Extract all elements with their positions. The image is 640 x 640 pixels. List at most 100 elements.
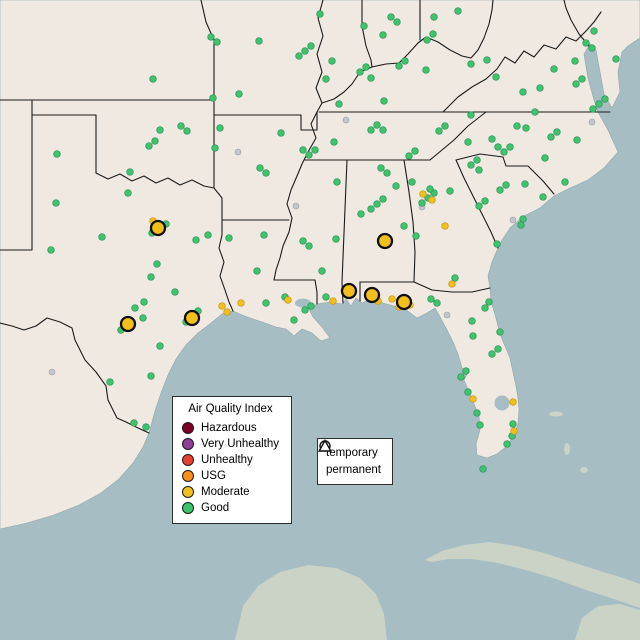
monitor-dot-good xyxy=(521,180,529,188)
monitor-dot-good xyxy=(494,345,502,353)
monitor-dot-good xyxy=(106,378,114,386)
marker-shape-legend: temporary permanent xyxy=(317,438,393,485)
monitor-dot-inactive xyxy=(342,116,350,124)
monitor-dot-good xyxy=(553,128,561,136)
aqi-color-dot xyxy=(182,470,194,482)
monitor-dot-moderate xyxy=(223,308,231,316)
monitor-dot-good xyxy=(367,205,375,213)
monitor-dot-moderate xyxy=(237,299,245,307)
monitor-dot-good xyxy=(211,144,219,152)
monitor-dot-good xyxy=(140,298,148,306)
monitor-dot-good xyxy=(177,122,185,130)
monitor-dot-moderate-temporary xyxy=(119,315,137,333)
lake-pontchartrain xyxy=(295,298,311,308)
monitor-dot-good xyxy=(147,273,155,281)
monitor-dot-good xyxy=(423,36,431,44)
monitor-dot-good xyxy=(256,164,264,172)
cuba-corner-land xyxy=(575,604,640,640)
monitor-dot-good xyxy=(500,148,508,156)
monitor-dot-good xyxy=(333,178,341,186)
monitor-dot-good xyxy=(53,150,61,158)
monitor-dot-good xyxy=(139,314,147,322)
monitor-dot-good xyxy=(550,65,558,73)
monitor-dot-good xyxy=(519,215,527,223)
monitor-dot-moderate xyxy=(419,190,427,198)
aqi-legend-item: USG xyxy=(182,468,279,484)
monitor-dot-good xyxy=(519,88,527,96)
monitor-dot-good xyxy=(307,302,315,310)
monitor-dot-good xyxy=(171,288,179,296)
monitor-dot-good xyxy=(362,63,370,71)
monitor-dot-good xyxy=(357,210,365,218)
monitor-dot-moderate xyxy=(388,295,396,303)
monitor-dot-good xyxy=(400,222,408,230)
monitor-dot-moderate xyxy=(448,280,456,288)
monitor-dot-good xyxy=(485,298,493,306)
monitor-dot-moderate xyxy=(441,222,449,230)
monitor-dot-good xyxy=(131,304,139,312)
monitor-dot-moderate-temporary xyxy=(183,309,201,327)
monitor-dot-good xyxy=(539,193,547,201)
monitor-dot-good xyxy=(307,42,315,50)
monitor-dot-good xyxy=(367,126,375,134)
monitor-dot-moderate xyxy=(218,302,226,310)
monitor-dot-good xyxy=(330,138,338,146)
aqi-color-dot xyxy=(182,438,194,450)
monitor-dot-good xyxy=(422,66,430,74)
monitor-dot-good xyxy=(301,47,309,55)
monitor-dot-moderate-temporary xyxy=(149,219,167,237)
monitor-dot-good xyxy=(311,146,319,154)
monitor-dot-good xyxy=(473,409,481,417)
monitor-dot-good xyxy=(124,189,132,197)
monitor-dot-good xyxy=(156,342,164,350)
aqi-color-dot xyxy=(182,486,194,498)
monitor-dot-good xyxy=(393,18,401,26)
monitor-dot-good xyxy=(213,38,221,46)
monitor-dot-inactive xyxy=(292,202,300,210)
monitor-dot-good xyxy=(426,185,434,193)
monitor-dot-good xyxy=(467,111,475,119)
monitor-dot-good xyxy=(492,73,500,81)
monitor-dot-good xyxy=(488,350,496,358)
monitor-dot-good xyxy=(467,60,475,68)
monitor-dot-good xyxy=(98,233,106,241)
aqi-legend-item: Hazardous xyxy=(182,420,279,436)
legend-item-permanent: permanent xyxy=(318,439,381,478)
monitor-dot-inactive xyxy=(588,118,596,126)
monitor-dot-good xyxy=(207,33,215,41)
monitor-dot-good xyxy=(183,127,191,135)
aqi-legend-item-label: USG xyxy=(201,470,226,482)
monitor-dot-good xyxy=(192,236,200,244)
legend-item-label: temporary xyxy=(326,446,378,459)
monitor-dot-good xyxy=(513,122,521,130)
bahamas-island xyxy=(564,443,570,455)
monitor-dot-inactive xyxy=(443,311,451,319)
monitor-dot-moderate xyxy=(329,297,337,305)
monitor-dot-good xyxy=(601,95,609,103)
monitor-dot-good xyxy=(322,293,330,301)
yucatan-peninsula xyxy=(235,565,387,640)
monitor-dot-good xyxy=(356,68,364,76)
monitor-dot-moderate-temporary xyxy=(395,293,413,311)
monitor-dot-good xyxy=(433,299,441,307)
aqi-color-dot xyxy=(182,454,194,466)
monitor-dot-good xyxy=(517,221,525,229)
monitor-dot-good xyxy=(299,237,307,245)
aqi-legend-item: Moderate xyxy=(182,484,279,500)
monitor-dot-good xyxy=(379,31,387,39)
monitor-dot-good xyxy=(126,168,134,176)
monitor-dot-good xyxy=(405,152,413,160)
monitor-dot-good xyxy=(335,100,343,108)
monitor-dot-good xyxy=(483,56,491,64)
monitor-dot-good xyxy=(373,200,381,208)
monitor-dot-good xyxy=(479,465,487,473)
aqi-color-dot xyxy=(182,502,194,514)
permanent-triangle-icon xyxy=(318,439,332,452)
monitor-dot-good xyxy=(235,90,243,98)
monitor-dot-moderate-temporary xyxy=(376,232,394,250)
monitor-dot-good xyxy=(572,80,580,88)
monitor-dot-good xyxy=(204,231,212,239)
monitor-dot-moderate xyxy=(428,196,436,204)
